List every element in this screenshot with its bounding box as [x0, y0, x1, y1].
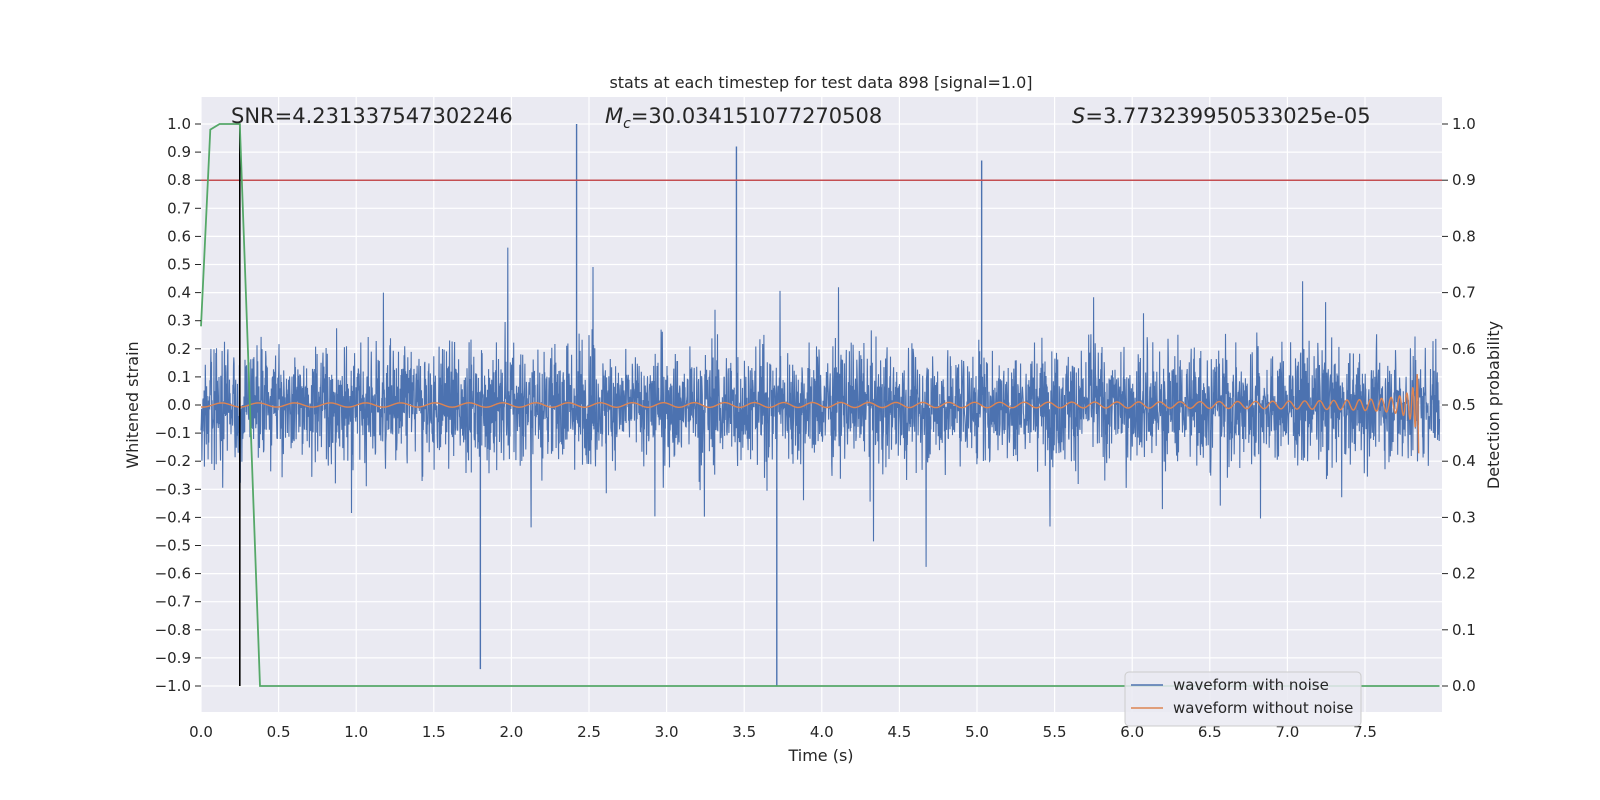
y-tick-label-left: −0.2 — [155, 452, 191, 470]
y-tick-label-left: −0.6 — [155, 565, 191, 583]
legend-label-noisy: waveform with noise — [1173, 676, 1329, 694]
y-tick-label-left: −1.0 — [155, 677, 191, 695]
y-tick-label-left: −0.9 — [155, 649, 191, 667]
y-tick-label-right: 0.4 — [1452, 452, 1476, 470]
x-tick-label: 4.0 — [810, 723, 834, 741]
x-tick-label: 1.5 — [422, 723, 446, 741]
y-tick-label-left: 0.7 — [167, 199, 191, 217]
y-tick-label-right: 0.7 — [1452, 284, 1476, 302]
x-tick-label: 6.5 — [1198, 723, 1222, 741]
y-tick-label-left: 0.4 — [167, 284, 191, 302]
y-tick-label-right: 0.0 — [1452, 677, 1476, 695]
s-annotation: S=3.773239950533025e-05 — [1072, 104, 1371, 128]
y-tick-label-left: −0.8 — [155, 621, 191, 639]
y-tick-label-right: 1.0 — [1452, 115, 1476, 133]
chirp-mass-subscript: c — [623, 116, 631, 132]
y-tick-label-right: 0.6 — [1452, 340, 1476, 358]
s-symbol: S — [1072, 104, 1085, 128]
chart-title: stats at each timestep for test data 898… — [609, 73, 1032, 92]
x-tick-label: 4.5 — [887, 723, 911, 741]
y-tick-label-right: 0.9 — [1452, 171, 1476, 189]
series-waveform-without-noise — [201, 374, 1420, 454]
s-value: =3.773239950533025e-05 — [1085, 104, 1370, 128]
legend-box — [1124, 671, 1362, 727]
x-tick-label: 7.0 — [1275, 723, 1299, 741]
chirp-mass-value: =30.034151077270508 — [631, 104, 882, 128]
x-tick-label: 5.5 — [1043, 723, 1067, 741]
y-tick-label-left: 0.8 — [167, 171, 191, 189]
chirp-mass-symbol: M — [605, 104, 623, 128]
y-tick-label-left: −0.5 — [155, 537, 191, 555]
y-tick-label-right: 0.2 — [1452, 565, 1476, 583]
x-tick-label: 0.5 — [267, 723, 291, 741]
x-tick-label: 3.5 — [732, 723, 756, 741]
y-tick-label-left: 0.5 — [167, 256, 191, 274]
y-tick-label-left: −0.7 — [155, 593, 191, 611]
y-tick-label-left: 0.0 — [167, 396, 191, 414]
x-tick-label: 2.0 — [499, 723, 523, 741]
y-tick-label-right: 0.3 — [1452, 508, 1476, 526]
plot-content — [200, 123, 1442, 687]
y-tick-label-left: 0.1 — [167, 368, 191, 386]
tick-labels: 0.0 0.5 1.0 1.5 2.0 2.5 3.0 3.5 4.0 4.5 5.0 5.5 6.0 6… — [155, 115, 1476, 741]
y-tick-label-left: 0.6 — [167, 227, 191, 245]
x-tick-label: 7.5 — [1353, 723, 1377, 741]
y-tick-label-left: −0.3 — [155, 480, 191, 498]
x-tick-label: 5.0 — [965, 723, 989, 741]
chirp-mass-annotation: Mc=30.034151077270508 — [605, 104, 882, 132]
x-tick-label: 1.0 — [344, 723, 368, 741]
x-tick-label: 6.0 — [1120, 723, 1144, 741]
y-tick-label-right: 0.1 — [1452, 621, 1476, 639]
y-tick-label-left: 0.9 — [167, 143, 191, 161]
series-detection-probability — [200, 123, 1440, 687]
x-tick-label: 3.0 — [655, 723, 679, 741]
y-tick-label-left: 1.0 — [167, 115, 191, 133]
y-tick-label-left: 0.2 — [167, 340, 191, 358]
x-tick-label: 2.5 — [577, 723, 601, 741]
y-tick-label-right: 0.5 — [1452, 396, 1476, 414]
y-tick-label-left: −0.4 — [155, 508, 191, 526]
snr-annotation: SNR=4.231337547302246 — [231, 104, 513, 128]
y-tick-label-left: 0.3 — [167, 312, 191, 330]
series-waveform-with-noise — [200, 247, 1441, 567]
x-tick-label: 0.0 — [189, 723, 213, 741]
y-axis-label-right: Detection probability — [1484, 321, 1503, 489]
legend-label-clean: waveform without noise — [1173, 699, 1353, 717]
legend: waveform with noise waveform without noi… — [1124, 671, 1362, 727]
y-axis-label-left: Whitened strain — [123, 341, 142, 468]
x-axis-label: Time (s) — [787, 746, 853, 765]
y-tick-label-left: −0.1 — [155, 424, 191, 442]
y-tick-label-right: 0.8 — [1452, 227, 1476, 245]
